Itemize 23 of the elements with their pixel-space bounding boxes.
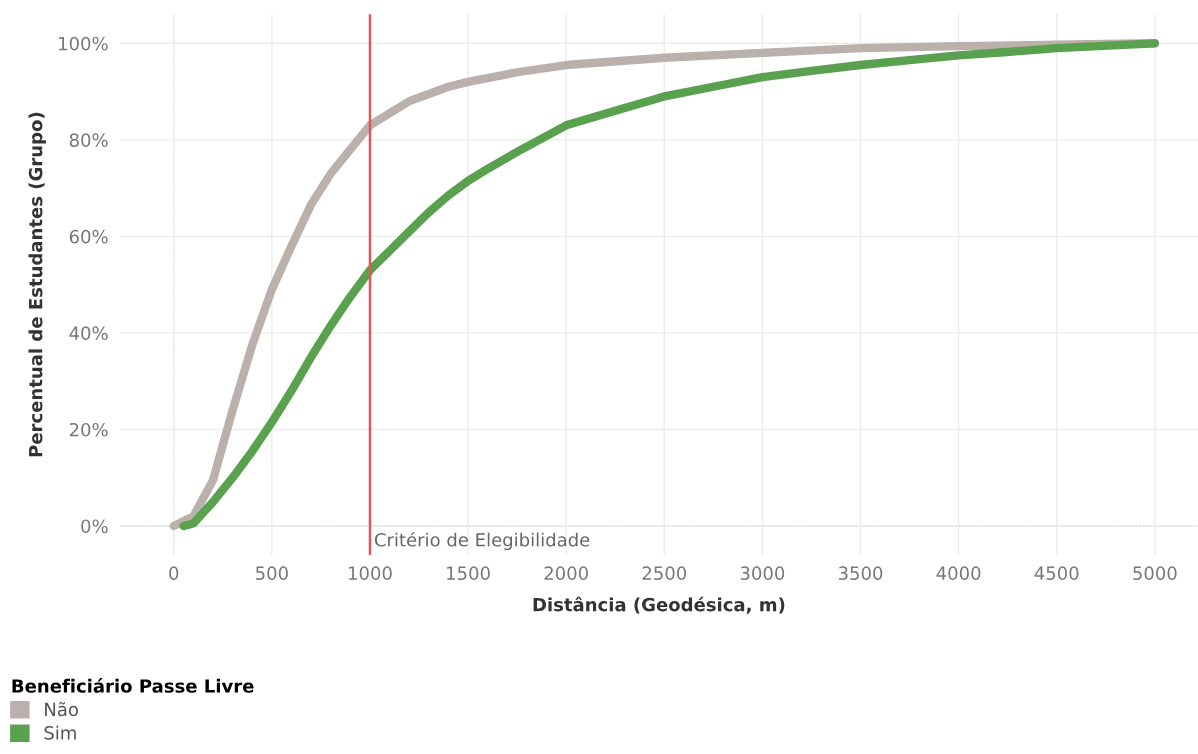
legend-label: Não	[45, 701, 78, 717]
x-tick-label: 5000	[1133, 566, 1177, 581]
x-axis-title: Distância (Geodésica, m)	[533, 596, 785, 614]
x-tick-label: 500	[256, 566, 288, 581]
legend-title: Beneficiário Passe Livre	[12, 678, 254, 693]
x-tick-label: 2500	[642, 566, 687, 581]
y-axis-title: Percentual de Estudantes (Grupo)	[28, 112, 46, 457]
x-tick-label: 3500	[838, 566, 883, 581]
legend-label: Sim	[44, 725, 76, 740]
x-tick-label: 3000	[740, 566, 785, 581]
y-tick-label: 60%	[69, 229, 108, 244]
y-tick-label: 100%	[59, 36, 108, 51]
ref-line-label: Critério de Elegibilidade	[374, 531, 590, 551]
x-tick-label: 2000	[544, 566, 588, 581]
x-tick-label: 4500	[1034, 566, 1079, 581]
y-tick-label: 40%	[69, 326, 108, 341]
x-tick-label: 1500	[447, 566, 490, 581]
y-tick-label: 20%	[69, 422, 108, 437]
y-tick-label: 80%	[69, 133, 108, 147]
y-tick-label: 0%	[81, 519, 108, 534]
x-tick-label: 0	[169, 566, 179, 581]
x-tick-label: 4000	[936, 566, 981, 581]
x-tick-label: 1000	[348, 566, 392, 581]
